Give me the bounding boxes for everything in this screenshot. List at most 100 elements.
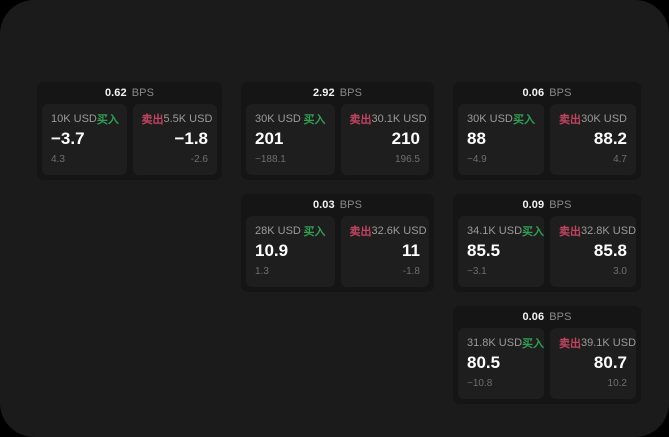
sell-delta: 10.2 [607,378,627,389]
card-body: 31.8K USD 买入 80.5 −10.8 卖出 39.1K USD 80.7 10.2 [453,328,641,399]
sell-price: 210 [391,129,420,148]
buy-price: −3.7 [51,129,85,148]
sell-delta: 4.7 [613,154,627,165]
sell-size-label: 30K USD [581,112,627,125]
buy-panel[interactable]: 34.1K USD 买入 85.5 −3.1 [458,216,544,287]
buy-size-label: 10K USD [51,112,97,125]
card-body: 28K USD 买入 10.9 1.3 卖出 32.6K USD 11 -1.8 [241,216,434,287]
bps-value: 0.09 [522,199,545,211]
buy-delta: 1.3 [255,266,269,277]
sell-panel[interactable]: 卖出 39.1K USD 80.7 10.2 [550,328,636,399]
sell-panel[interactable]: 卖出 32.8K USD 85.8 3.0 [550,216,636,287]
card-body: 10K USD 买入 −3.7 4.3 卖出 5.5K USD −1.8 -2.6 [37,104,222,175]
sell-size-label: 5.5K USD [163,112,213,125]
sell-tag[interactable]: 卖出 [349,113,372,126]
sell-tag[interactable]: 卖出 [559,225,581,238]
sell-price: 80.7 [593,353,627,372]
sell-tag[interactable]: 卖出 [559,337,581,350]
sell-delta: -1.8 [402,266,420,277]
quote-card[interactable]: 0.03 BPS 28K USD 买入 10.9 1.3 卖出 32.6K USD 11 -1.8 [241,194,434,292]
buy-tag[interactable]: 买入 [303,225,326,238]
card-bps-header: 0.03 BPS [241,194,434,216]
buy-tag[interactable]: 买入 [513,113,535,126]
sell-price: −1.8 [174,129,208,148]
sell-panel-header: 卖出 32.6K USD [349,224,427,238]
sell-panel[interactable]: 卖出 32.6K USD 11 -1.8 [340,216,429,287]
sell-tag[interactable]: 卖出 [559,113,581,126]
bps-value: 2.92 [312,87,335,99]
card-bps-header: 0.09 BPS [453,194,641,216]
card-bps-header: 0.62 BPS [37,82,222,104]
buy-price: 10.9 [255,241,289,260]
buy-panel-header: 34.1K USD 买入 [467,224,544,238]
sell-size-label: 32.8K USD [581,224,637,237]
buy-size-label: 30K USD [467,112,513,125]
bps-unit-label: BPS [549,199,572,211]
bps-unit-label: BPS [549,311,572,323]
sell-tag[interactable]: 卖出 [141,113,164,126]
sell-price: 85.8 [593,241,627,260]
buy-tag[interactable]: 买入 [96,113,119,126]
sell-price: 88.2 [593,129,627,148]
sell-delta: 3.0 [613,266,627,277]
buy-delta: −3.1 [467,266,487,277]
buy-panel[interactable]: 30K USD 买入 88 −4.9 [458,104,544,175]
sell-panel[interactable]: 卖出 30.1K USD 210 196.5 [340,104,429,175]
sell-panel[interactable]: 卖出 30K USD 88.2 4.7 [550,104,636,175]
sell-panel-header: 卖出 30.1K USD [349,112,427,126]
column-3: 0.06 BPS 30K USD 买入 88 −4.9 卖出 30K USD 88.2 4.7 0.… [453,82,641,404]
bps-unit-label: BPS [131,87,155,99]
buy-price: 80.5 [467,353,501,372]
buy-size-label: 28K USD [255,224,301,237]
buy-tag[interactable]: 买入 [522,337,545,350]
card-body: 34.1K USD 买入 85.5 −3.1 卖出 32.8K USD 85.8 3.0 [453,216,641,287]
buy-delta: −4.9 [467,154,487,165]
quote-card[interactable]: 0.62 BPS 10K USD 买入 −3.7 4.3 卖出 5.5K USD −1.8 -2.… [37,82,222,180]
buy-size-label: 34.1K USD [467,224,523,237]
buy-price: 85.5 [467,241,501,260]
buy-size-label: 31.8K USD [467,336,523,349]
buy-delta: −188.1 [255,154,286,165]
buy-tag[interactable]: 买入 [303,113,326,126]
buy-panel[interactable]: 28K USD 买入 10.9 1.3 [246,216,335,287]
sell-size-label: 30.1K USD [371,112,427,125]
card-bps-header: 0.06 BPS [453,306,641,328]
bps-unit-label: BPS [549,87,572,99]
bps-value: 0.06 [522,311,545,323]
quote-card-columns: 0.62 BPS 10K USD 买入 −3.7 4.3 卖出 5.5K USD −1.8 -2.… [37,82,641,404]
bps-value: 0.62 [104,87,127,99]
bps-unit-label: BPS [339,199,363,211]
sell-size-label: 39.1K USD [581,336,637,349]
column-1: 0.62 BPS 10K USD 买入 −3.7 4.3 卖出 5.5K USD −1.8 -2.… [37,82,222,180]
quote-card[interactable]: 0.06 BPS 30K USD 买入 88 −4.9 卖出 30K USD 88.2 4.7 [453,82,641,180]
sell-panel-header: 卖出 32.8K USD [559,224,636,238]
bps-unit-label: BPS [339,87,363,99]
sell-panel-header: 卖出 5.5K USD [141,112,213,126]
quote-card[interactable]: 0.06 BPS 31.8K USD 买入 80.5 −10.8 卖出 39.1K USD 80… [453,306,641,404]
quote-card[interactable]: 2.92 BPS 30K USD 买入 201 −188.1 卖出 30.1K USD 210 1… [241,82,434,180]
sell-panel[interactable]: 卖出 5.5K USD −1.8 -2.6 [132,104,217,175]
buy-panel-header: 10K USD 买入 [51,112,119,126]
sell-tag[interactable]: 卖出 [349,225,372,238]
buy-panel[interactable]: 10K USD 买入 −3.7 4.3 [42,104,127,175]
sell-panel-header: 卖出 30K USD [559,112,627,126]
quote-card[interactable]: 0.09 BPS 34.1K USD 买入 85.5 −3.1 卖出 32.8K USD 85.… [453,194,641,292]
bps-value: 0.06 [522,87,545,99]
buy-panel-header: 30K USD 买入 [467,112,535,126]
sell-delta: 196.5 [394,154,420,165]
sell-delta: -2.6 [190,154,208,165]
sell-price: 11 [402,241,420,260]
bps-value: 0.03 [312,199,335,211]
buy-delta: −10.8 [467,378,493,389]
buy-panel-header: 28K USD 买入 [255,224,326,238]
buy-price: 201 [255,129,284,148]
card-body: 30K USD 买入 201 −188.1 卖出 30.1K USD 210 196.5 [241,104,434,175]
card-bps-header: 0.06 BPS [453,82,641,104]
buy-panel[interactable]: 30K USD 买入 201 −188.1 [246,104,335,175]
buy-price: 88 [467,129,486,148]
buy-panel[interactable]: 31.8K USD 买入 80.5 −10.8 [458,328,544,399]
buy-panel-header: 31.8K USD 买入 [467,336,544,350]
buy-delta: 4.3 [51,154,65,165]
buy-tag[interactable]: 买入 [522,225,545,238]
